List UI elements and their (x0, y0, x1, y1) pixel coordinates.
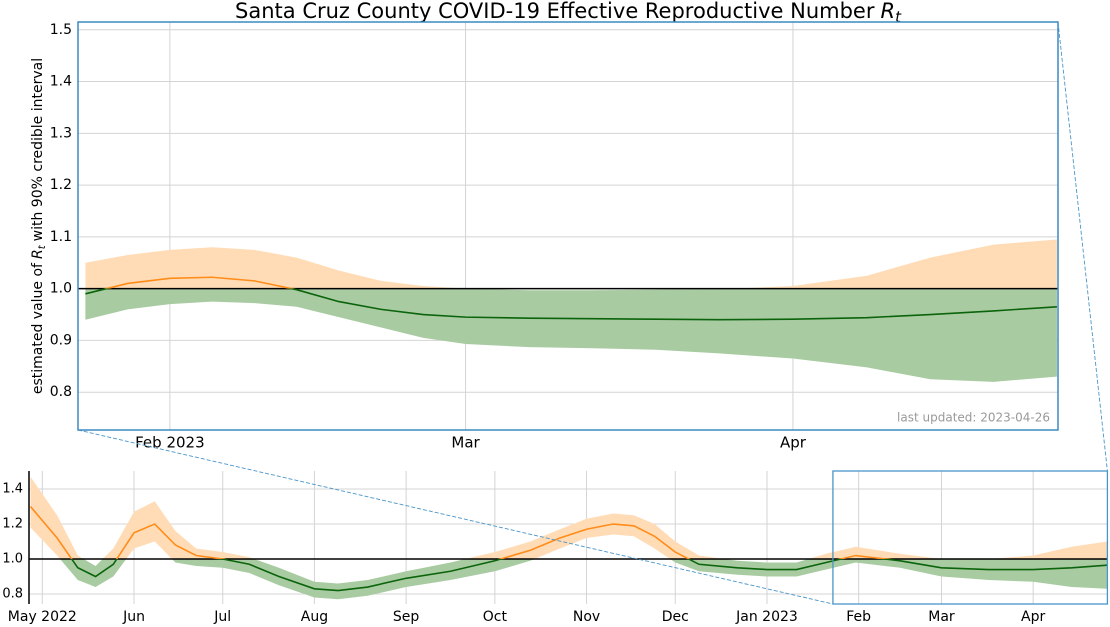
ylabel-suffix: with 90% credible interval (30, 58, 46, 241)
zoom-connector (1057, 21, 1108, 472)
y-tick-label: 1.0 (2, 552, 23, 567)
zoom-connector (77, 429, 834, 605)
title-text: Santa Cruz County COVID-19 Effective Rep… (235, 0, 875, 23)
y-tick-label: 1.0 (50, 281, 72, 297)
ylabel-subscript: t (37, 244, 48, 249)
y-tick-label: 0.9 (50, 332, 72, 348)
x-tick-label: Mar (451, 434, 480, 452)
y-tick-label: 1.4 (2, 482, 23, 497)
credible-interval (30, 476, 1108, 600)
plot-area (78, 22, 1058, 430)
x-tick-label: Apr (1021, 609, 1045, 625)
x-tick-label: Feb 2023 (135, 434, 205, 452)
x-tick-label: Jan 2023 (735, 609, 798, 625)
x-tick-label: Dec (662, 609, 689, 625)
y-axis-label: estimated value of Rt with 90% credible in… (30, 58, 48, 394)
y-tick-label: 1.5 (50, 22, 72, 38)
x-tick-label: Oct (483, 609, 508, 625)
credible-interval (85, 239, 1057, 382)
x-tick-label: Sep (393, 609, 420, 625)
plot-area (29, 471, 1108, 604)
chart-title: Santa Cruz County COVID-19 Effective Rep… (235, 0, 902, 26)
y-tick-label: 1.2 (2, 517, 23, 532)
ylabel-symbol: R (30, 249, 46, 259)
y-tick-label: 1.4 (50, 74, 72, 90)
x-tick-label: Feb (846, 609, 871, 625)
rt-line (85, 276, 1057, 321)
x-tick-label: Apr (780, 434, 807, 452)
x-tick-label: May 2022 (8, 609, 77, 625)
panel-frame (77, 21, 1059, 431)
title-symbol: R (880, 0, 895, 23)
rt-line (29, 506, 1108, 592)
y-tick-label: 1.2 (50, 177, 72, 193)
x-tick-label: Jun (122, 609, 145, 625)
ylabel-prefix: estimated value of (30, 262, 46, 394)
y-tick-label: 1.1 (50, 229, 72, 245)
title-subscript: t (895, 8, 902, 26)
x-tick-label: Mar (928, 609, 955, 625)
x-tick-label: Aug (301, 609, 328, 625)
y-tick-label: 0.8 (2, 587, 23, 602)
zoom-box (832, 470, 1109, 605)
annotation: last updated: 2023-04-26 (897, 411, 1050, 425)
x-tick-label: Jul (213, 609, 231, 625)
y-tick-label: 0.8 (50, 384, 72, 400)
x-tick-label: Nov (573, 609, 600, 625)
y-tick-label: 1.3 (50, 125, 72, 141)
